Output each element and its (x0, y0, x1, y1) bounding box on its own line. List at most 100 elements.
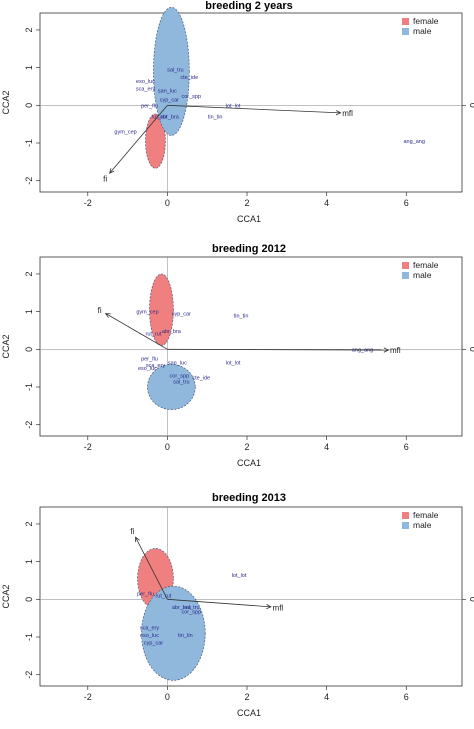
y-tick-label: 0 (24, 103, 34, 108)
species-label: cor_spp (170, 374, 190, 380)
x-tick-label: 2 (245, 198, 250, 208)
species-label: rut_rut (155, 594, 171, 600)
species-label: tin_tin (178, 633, 193, 639)
x-tick-label: -2 (84, 692, 92, 702)
vector-label: mfl (273, 603, 284, 612)
species-label: cyp_car (172, 312, 191, 318)
legend-label: male (413, 26, 432, 36)
y-tick-label: -1 (24, 383, 34, 391)
x-tick-label: -2 (84, 198, 92, 208)
species-label: cte_ide (192, 376, 210, 382)
chart-title: breeding 2012 (212, 243, 286, 255)
legend-label: male (413, 270, 432, 280)
vector-arrowhead (383, 347, 390, 353)
plot-frame (39, 506, 463, 687)
right-tick-label: 0 (468, 347, 474, 352)
species-label: tin_tin (208, 115, 223, 121)
ellipse-male (141, 585, 206, 681)
species-label: cyp_car (144, 641, 163, 647)
x-tick-label: 6 (404, 198, 409, 208)
legend-swatch (402, 522, 409, 529)
x-axis-title: CCA1 (237, 214, 261, 224)
plot-frame (39, 256, 463, 437)
species-label: per_flu (137, 592, 154, 598)
y-tick-label: 0 (24, 347, 34, 352)
species-label: abr_bra (160, 115, 180, 121)
vector-arrowhead (109, 168, 115, 174)
vector-label: fi (103, 174, 107, 183)
right-tick-label: 0 (468, 103, 474, 108)
x-axis-title: CCA1 (237, 458, 261, 468)
species-label: gym_cep (114, 130, 136, 136)
legend-label: female (413, 260, 439, 270)
x-tick-label: 6 (404, 692, 409, 702)
species-label: lot_lot (226, 103, 241, 109)
y-tick-label: 2 (24, 521, 34, 526)
legend-label: male (413, 520, 432, 530)
x-tick-label: 2 (245, 692, 250, 702)
vector-fi (135, 536, 168, 600)
legend-label: female (413, 16, 439, 26)
legend-swatch (402, 18, 409, 25)
legend-swatch (402, 272, 409, 279)
species-label: eso_luc (136, 79, 155, 85)
ellipse-male (153, 6, 190, 136)
vector-arrowhead (335, 110, 342, 116)
ellipse-male (147, 364, 196, 410)
y-tick-label: -2 (24, 421, 34, 429)
species-label: abr_bra (172, 605, 192, 611)
vector-arrowhead (266, 604, 272, 610)
x-tick-label: 0 (165, 198, 170, 208)
x-axis-title: CCA1 (237, 708, 261, 718)
x-tick-label: 4 (324, 442, 329, 452)
y-tick-label: 0 (24, 597, 34, 602)
species-label: sal_tru (167, 68, 184, 74)
species-label: cyp_car (160, 98, 179, 104)
vector-arrowhead (104, 313, 111, 318)
species-label: eso_luc (140, 633, 159, 639)
chart-panel: breeding 2013 lot_lot per_flu rut_rutabr_br… (1, 492, 474, 718)
species-label: san_luc (158, 88, 177, 94)
species-label: rut_rut (146, 331, 162, 337)
legend-label: female (413, 510, 439, 520)
chart-title: breeding 2 years (205, 0, 292, 12)
species-label: gym_cep (136, 310, 158, 316)
y-tick-label: 1 (24, 559, 34, 564)
x-tick-label: 4 (324, 198, 329, 208)
y-tick-label: 2 (24, 271, 34, 276)
species-label: ang_ang (404, 139, 425, 145)
chart-panel: breeding 2012 gym_cep cyp_car tin_tin rut_ru… (1, 243, 474, 468)
species-label: rut_rut (151, 115, 167, 121)
vector-label: mfl (342, 109, 353, 118)
x-tick-label: 0 (165, 692, 170, 702)
legend-swatch (402, 28, 409, 35)
x-tick-label: 0 (165, 442, 170, 452)
y-axis-title: CCA2 (1, 334, 11, 358)
plot-frame (39, 12, 463, 193)
y-tick-label: -1 (24, 633, 34, 641)
y-tick-label: 1 (24, 65, 34, 70)
ellipse-female (145, 113, 166, 169)
y-tick-label: -1 (24, 139, 34, 147)
vector-mfl (167, 104, 341, 114)
species-label: tin_tin (234, 313, 249, 319)
vector-label: fi (130, 527, 134, 536)
species-label: sal_tru (183, 605, 200, 611)
y-tick-label: 1 (24, 309, 34, 314)
species-label: per_flu (141, 103, 158, 109)
species-label: cte_ide (180, 75, 198, 81)
vector-mfl (167, 348, 389, 351)
species-label: sca_ery (136, 86, 156, 92)
legend-swatch (402, 512, 409, 519)
species-label: cor_spp (181, 94, 201, 100)
x-tick-label: -2 (84, 442, 92, 452)
x-tick-label: 6 (404, 442, 409, 452)
species-label: san_luc (168, 361, 187, 367)
species-label: sca_ery (140, 626, 160, 632)
